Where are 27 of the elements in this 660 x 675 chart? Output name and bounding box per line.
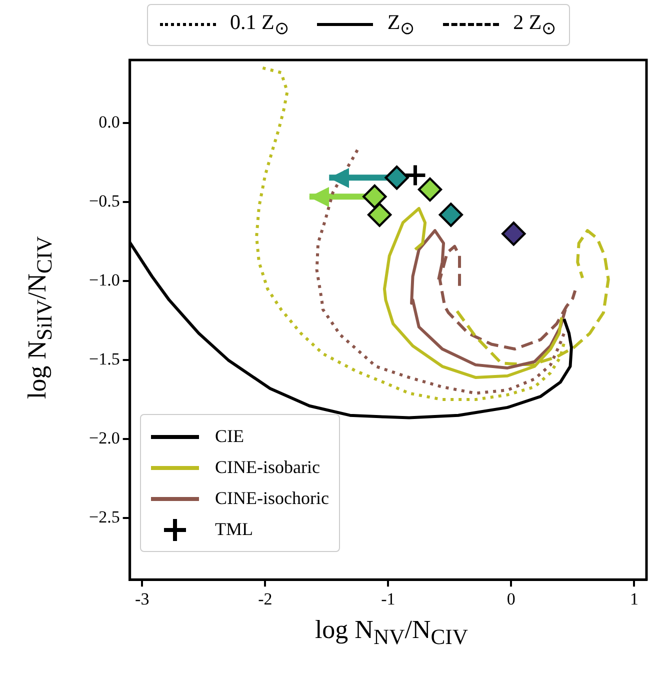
y-tick-label: −2.5 — [88, 507, 120, 526]
y-tick-label: −1.5 — [88, 350, 120, 369]
point — [384, 166, 409, 190]
x-tick-label: 1 — [630, 589, 638, 608]
text: 0.1 Z$_{⊙}$ — [230, 10, 290, 39]
text: Z$_{⊙}$ — [387, 10, 416, 39]
y-tick-label: −0.5 — [88, 192, 120, 211]
point — [418, 177, 442, 202]
y-tick-label: −2.0 — [88, 428, 120, 448]
y-tick-label: −1.0 — [88, 270, 120, 290]
x-tick-label: -3 — [135, 589, 150, 608]
x-tick-label: -1 — [381, 589, 396, 608]
legend-label: CIE — [215, 426, 244, 447]
x-tick-label: -2 — [258, 589, 272, 608]
y-tick-label: 0.0 — [98, 112, 120, 132]
text: 2 Z$_{⊙}$ — [513, 10, 557, 39]
legend-label: TML — [215, 519, 253, 540]
point — [403, 164, 427, 188]
line-series — [315, 148, 566, 395]
legend-label: CINE-isobaric — [215, 457, 320, 478]
x-tick-label: 0 — [506, 589, 516, 608]
point — [367, 202, 392, 227]
point — [362, 184, 387, 209]
point — [502, 222, 526, 246]
x-axis-title: log N$_{NV}$/N$_{CIV}$ — [314, 615, 470, 650]
legend-label: CINE-isochoric — [215, 488, 329, 509]
point — [438, 202, 464, 227]
